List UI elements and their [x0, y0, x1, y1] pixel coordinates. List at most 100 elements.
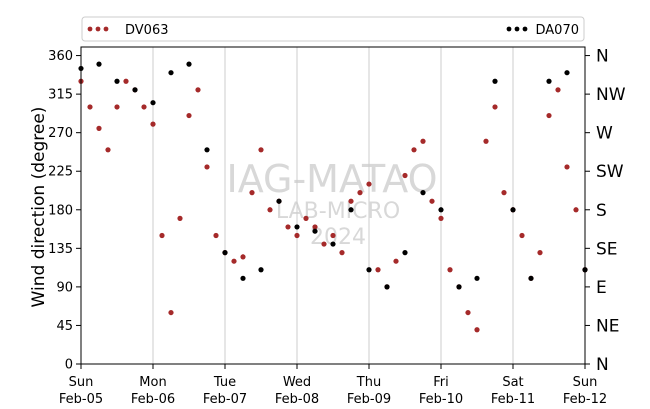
- point-dv063: [87, 104, 93, 110]
- point-dv063: [168, 309, 174, 316]
- point-dv063: [105, 147, 111, 153]
- point-da070: [222, 250, 228, 256]
- y-tick-label: 135: [48, 242, 73, 257]
- compass-tick-label: W: [596, 124, 613, 144]
- point-da070: [204, 147, 210, 153]
- x-tick-date: Feb-12: [563, 392, 607, 407]
- x-axis-ticks: Sun Feb-05 Mon Feb-06 Tue Feb-07 Wed Feb-08 Thu F…: [59, 364, 607, 407]
- point-dv063: [177, 215, 183, 221]
- point-da070: [240, 275, 246, 281]
- compass-tick-label: N: [596, 355, 609, 375]
- legend-marker-dv063: [95, 26, 101, 32]
- point-da070: [276, 198, 282, 204]
- point-da070: [168, 70, 174, 76]
- point-dv063: [123, 78, 129, 84]
- plot-frame: [80, 46, 586, 365]
- point-dv063: [573, 207, 579, 213]
- y-tick-label: 270: [48, 126, 73, 141]
- legend-marker-da070: [522, 26, 528, 32]
- x-tick-date: Feb-10: [419, 392, 463, 407]
- y-axis-ticks: 0 45 90 135 180 225 270 315 360: [48, 49, 81, 373]
- point-dv063: [258, 147, 264, 153]
- y-axis-label: Wind direction (degree): [29, 107, 49, 308]
- point-dv063: [348, 198, 354, 204]
- point-dv063: [375, 267, 381, 273]
- point-dv063: [195, 87, 201, 93]
- point-dv063: [546, 112, 552, 119]
- x-tick-day: Sat: [502, 375, 523, 390]
- point-dv063: [249, 190, 255, 196]
- point-dv063: [330, 232, 336, 239]
- legend-marker-dv063: [103, 26, 109, 32]
- legend-label-dv063: DV063: [125, 23, 169, 38]
- x-tick-day: Fri: [433, 375, 449, 390]
- point-dv063: [240, 254, 246, 260]
- x-tick-date: Feb-05: [59, 392, 103, 407]
- x-tick-day: Tue: [213, 375, 236, 390]
- point-dv063: [366, 181, 372, 187]
- y-tick-label: 90: [56, 280, 73, 295]
- point-dv063: [114, 104, 120, 110]
- point-da070: [366, 267, 372, 273]
- x-tick-date: Feb-06: [131, 392, 175, 407]
- x-tick-day: Sun: [69, 375, 94, 390]
- point-dv063: [339, 250, 345, 256]
- point-da070: [132, 87, 138, 93]
- point-da070: [312, 228, 318, 234]
- x-tick-day: Mon: [139, 375, 166, 390]
- point-da070: [330, 241, 336, 247]
- point-da070: [402, 250, 408, 256]
- point-dv063: [186, 112, 192, 119]
- x-tick-date: Feb-09: [347, 392, 391, 407]
- point-dv063: [312, 224, 318, 230]
- point-dv063: [429, 198, 435, 204]
- compass-axis: N NE E SE S SW W NW N: [585, 47, 626, 375]
- point-dv063: [564, 164, 570, 170]
- point-da070: [150, 100, 156, 106]
- point-dv063: [303, 215, 309, 221]
- point-dv063: [447, 267, 453, 273]
- point-da070: [492, 78, 498, 84]
- point-dv063: [96, 125, 102, 131]
- legend-marker-dv063: [87, 26, 93, 32]
- point-dv063: [537, 250, 543, 256]
- point-dv063: [393, 258, 399, 264]
- y-tick-label: 180: [48, 203, 73, 218]
- point-dv063: [150, 121, 156, 127]
- point-dv063: [465, 309, 471, 316]
- point-dv063: [420, 138, 426, 144]
- compass-tick-label: SE: [596, 239, 618, 259]
- point-dv063: [321, 241, 327, 247]
- y-tick-label: 225: [48, 165, 73, 180]
- point-da070: [258, 267, 264, 273]
- legend-marker-da070: [506, 26, 512, 32]
- point-da070: [384, 284, 390, 290]
- legend-frame: [81, 16, 585, 42]
- point-da070: [438, 207, 444, 213]
- point-da070: [420, 190, 426, 196]
- point-dv063: [402, 172, 408, 179]
- compass-tick-label: E: [596, 278, 607, 298]
- point-dv063: [483, 138, 489, 144]
- x-tick-date: Feb-11: [491, 392, 535, 407]
- point-da070: [456, 284, 462, 290]
- point-da070: [564, 70, 570, 76]
- point-dv063: [438, 215, 444, 221]
- point-da070: [348, 207, 354, 213]
- point-dv063: [204, 164, 210, 170]
- point-da070: [528, 275, 534, 281]
- compass-tick-label: NE: [596, 316, 619, 336]
- compass-tick-label: SW: [596, 162, 624, 182]
- y-tick-label: 0: [65, 358, 73, 373]
- watermark: IAG-MATAO LAB-MICRO 2024: [226, 157, 437, 250]
- point-da070: [546, 78, 552, 84]
- legend: DV063 DA070: [81, 16, 585, 42]
- point-dv063: [501, 190, 507, 196]
- legend-marker-da070: [514, 26, 520, 32]
- watermark-line-2: LAB-MICRO: [276, 199, 400, 224]
- watermark-line-1: IAG-MATAO: [226, 157, 437, 201]
- series-points: [78, 61, 588, 333]
- point-dv063: [141, 104, 147, 110]
- point-dv063: [519, 232, 525, 239]
- y-tick-label: 45: [56, 319, 73, 334]
